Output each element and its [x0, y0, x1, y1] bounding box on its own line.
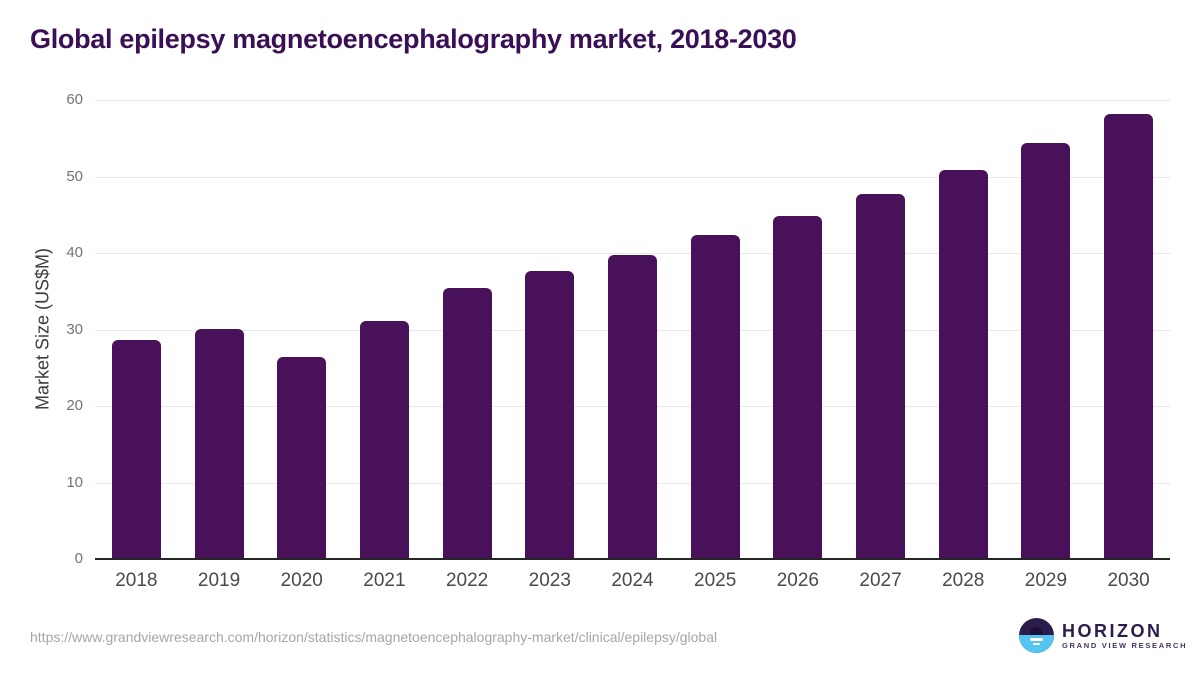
- x-axis-tick-labels: 2018 2019 2020 2021 2022 2023 2024 2025 2026 2027…: [95, 570, 1170, 592]
- x-tick-2030: 2030: [1107, 570, 1150, 591]
- x-tick-2028: 2028: [942, 570, 985, 591]
- x-axis-line: [95, 558, 1170, 560]
- chart-title: Global epilepsy magnetoencephalography m…: [30, 24, 797, 54]
- horizon-logo: HORIZON GRAND VIEW RESEARCH: [1019, 618, 1187, 653]
- x-tick-2020: 2020: [280, 570, 323, 591]
- x-tick-2019: 2019: [197, 570, 241, 591]
- x-tick-2018: 2018: [115, 570, 158, 591]
- bar-slot-2030: [1087, 100, 1170, 559]
- bar-2030: [1104, 113, 1154, 559]
- y-tick-30: 30: [66, 320, 83, 338]
- logo-subtitle: GRAND VIEW RESEARCH: [1062, 641, 1188, 650]
- bar-2028: [938, 169, 988, 559]
- bar-2021: [359, 321, 409, 559]
- y-tick-0: 0: [74, 550, 83, 567]
- bar-series: [95, 100, 1170, 559]
- bar-slot-2025: [674, 100, 757, 559]
- bar-2024: [607, 254, 657, 559]
- source-url: https://www.grandviewresearch.com/horizo…: [30, 629, 718, 645]
- y-axis-tick-labels: 0 10 20 30 40 50 60: [0, 91, 83, 567]
- logo-title: HORIZON: [1062, 621, 1163, 641]
- bar-2027: [856, 194, 906, 559]
- x-tick-2027: 2027: [859, 570, 902, 591]
- bar-2026: [773, 215, 823, 559]
- bar-slot-2029: [1005, 100, 1088, 559]
- bar-slot-2021: [343, 100, 426, 559]
- bar-slot-2020: [260, 100, 343, 559]
- bar-2023: [525, 271, 575, 559]
- bar-slot-2022: [426, 100, 509, 559]
- bar-slot-2019: [178, 100, 261, 559]
- bar-2029: [1021, 142, 1071, 559]
- horizon-logo-icon: [1019, 618, 1054, 653]
- y-tick-50: 50: [66, 167, 83, 185]
- bar-2022: [442, 288, 492, 559]
- x-tick-2023: 2023: [528, 570, 571, 591]
- bar-slot-2027: [839, 100, 922, 559]
- gridline-60: [95, 100, 1170, 101]
- y-tick-40: 40: [66, 244, 83, 261]
- logo-text: HORIZON GRAND VIEW RESEARCH: [1062, 621, 1187, 650]
- logo-reflection-icon: [1030, 638, 1043, 641]
- y-tick-10: 10: [66, 473, 83, 491]
- x-tick-2025: 2025: [694, 570, 737, 591]
- y-tick-60: 60: [66, 91, 83, 108]
- bar-slot-2023: [508, 100, 591, 559]
- x-tick-2024: 2024: [611, 570, 654, 591]
- x-tick-2029: 2029: [1024, 570, 1068, 591]
- x-tick-2022: 2022: [445, 570, 489, 591]
- y-tick-20: 20: [66, 397, 83, 414]
- gridline-40: [95, 253, 1170, 254]
- bar-slot-2018: [95, 100, 178, 559]
- bar-slot-2024: [591, 100, 674, 559]
- bar-slot-2026: [757, 100, 840, 559]
- gridline-50: [95, 176, 1170, 178]
- x-tick-2021: 2021: [363, 570, 406, 591]
- x-tick-2026: 2026: [776, 570, 819, 591]
- plot-area: [95, 100, 1170, 560]
- bar-2019: [194, 328, 244, 559]
- bar-2025: [690, 235, 740, 559]
- logo-reflection-icon: [1033, 643, 1040, 645]
- bar-2018: [111, 340, 161, 559]
- bar-2020: [277, 357, 327, 559]
- bar-slot-2028: [922, 100, 1005, 559]
